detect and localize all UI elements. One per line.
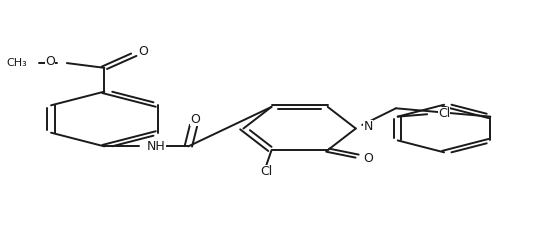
Text: O: O bbox=[45, 55, 55, 68]
Text: Cl: Cl bbox=[260, 165, 272, 178]
Text: CH₃: CH₃ bbox=[6, 58, 27, 68]
Text: N: N bbox=[363, 120, 373, 133]
Text: O: O bbox=[190, 113, 200, 126]
Text: O: O bbox=[363, 152, 373, 164]
Text: NH: NH bbox=[147, 140, 166, 153]
Text: O: O bbox=[139, 45, 148, 58]
Text: Cl: Cl bbox=[438, 107, 450, 119]
